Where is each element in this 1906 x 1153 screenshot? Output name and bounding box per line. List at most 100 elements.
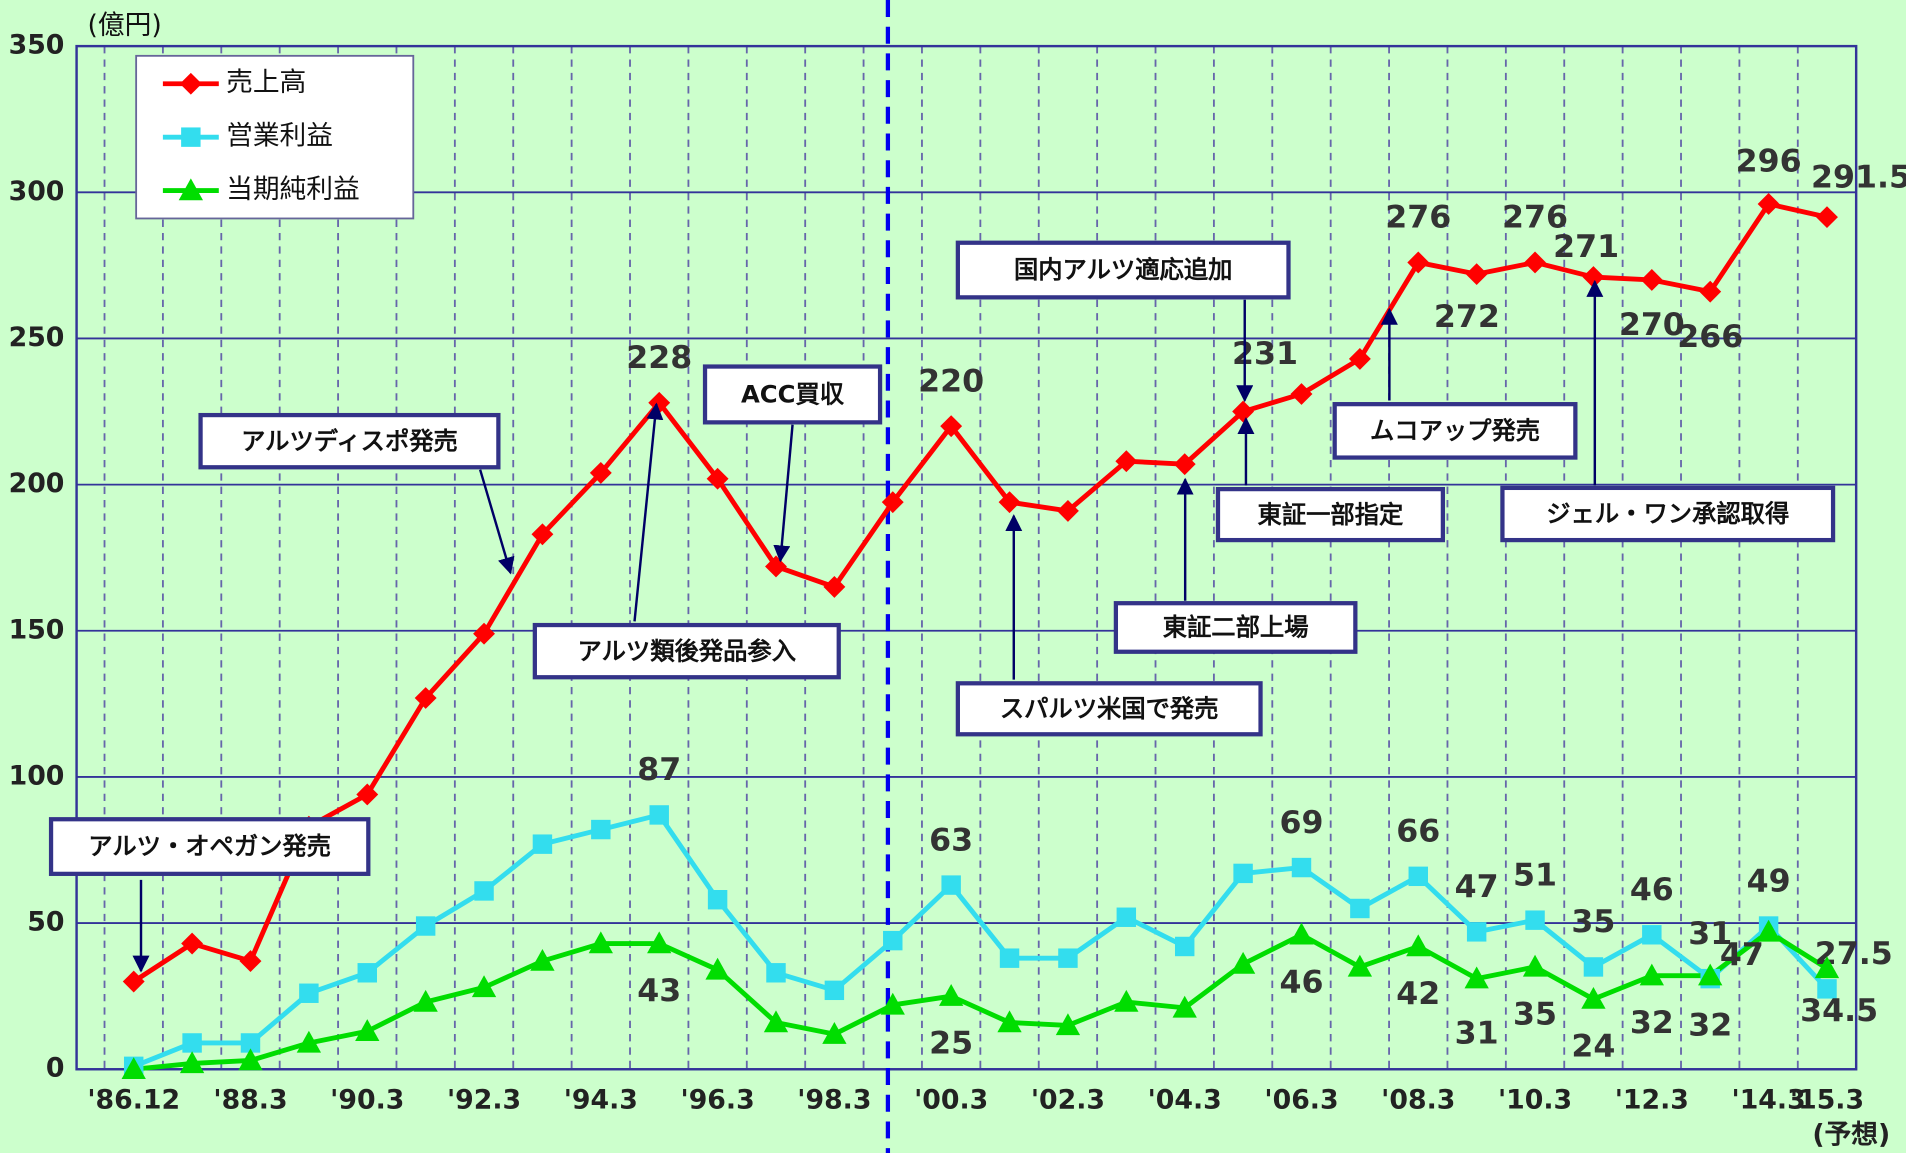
- data-label: 35: [1571, 904, 1615, 940]
- x-tick-label: '88.3: [213, 1084, 287, 1115]
- marker: [1581, 986, 1606, 1009]
- marker: [471, 975, 497, 998]
- marker: [939, 984, 964, 1006]
- marker: [1173, 453, 1196, 476]
- data-label: 42: [1396, 976, 1440, 1012]
- marker: [706, 467, 729, 490]
- series-line: [132, 812, 1829, 1069]
- annotation-box: [48, 817, 371, 876]
- marker: [413, 989, 438, 1012]
- marker: [1056, 499, 1079, 522]
- x-tick-label: '92.3: [447, 1084, 521, 1115]
- marker: [1114, 989, 1139, 1012]
- annotation-text: ジェル・ワン承認取得: [1546, 499, 1789, 528]
- marker: [1233, 863, 1253, 884]
- x-tick-label: '90.3: [330, 1084, 404, 1115]
- annotation-box: [1215, 486, 1445, 543]
- marker: [1522, 954, 1548, 977]
- data-label: 276: [1385, 200, 1451, 236]
- annotation-text: ACC買収: [741, 380, 845, 409]
- annotation-text: アルツ類後発品参入: [578, 636, 796, 665]
- marker: [1058, 948, 1078, 968]
- marker: [1466, 922, 1487, 942]
- marker: [1816, 206, 1838, 229]
- x-tick-label: '14.3: [1732, 1084, 1806, 1115]
- data-label: 46: [1279, 964, 1323, 1000]
- annotation-text: 東証二部上場: [1163, 613, 1309, 642]
- y-tick-label: 50: [27, 907, 64, 938]
- marker: [940, 415, 963, 438]
- data-label: 276: [1502, 200, 1568, 236]
- marker: [1639, 963, 1664, 986]
- marker: [763, 1010, 789, 1033]
- marker: [1817, 979, 1837, 999]
- data-label: 32: [1688, 1008, 1732, 1044]
- data-label: 47: [1720, 937, 1764, 973]
- marker: [1348, 347, 1371, 370]
- marker: [182, 1033, 202, 1053]
- marker: [299, 983, 319, 1003]
- annotation-arrow: [478, 469, 515, 575]
- data-label: 228: [626, 340, 692, 376]
- marker: [589, 461, 612, 484]
- annotation-text: 東証一部指定: [1258, 500, 1405, 529]
- data-label: 231: [1232, 336, 1298, 372]
- annotation-arrow: [633, 402, 664, 622]
- data-label: 69: [1279, 805, 1323, 841]
- marker: [530, 948, 555, 971]
- annotation-text: アルツ・オペガン発売: [88, 832, 331, 861]
- y-unit-label: (億円): [88, 10, 162, 41]
- annotation-box: [702, 364, 883, 425]
- annotation-text: 国内アルツ適応追加: [1014, 255, 1232, 284]
- x-tick-label: '15.3: [1790, 1084, 1864, 1115]
- marker: [1055, 1013, 1081, 1036]
- data-label: 87: [637, 752, 681, 788]
- y-tick-label: 250: [9, 322, 65, 353]
- marker: [1172, 995, 1197, 1018]
- marker: [1289, 922, 1314, 945]
- marker: [1347, 954, 1373, 977]
- marker: [238, 1048, 263, 1071]
- marker: [1291, 857, 1312, 878]
- data-label: 291.5: [1811, 159, 1906, 195]
- legend-label: 売上高: [226, 67, 306, 98]
- annotation-arrow: [773, 424, 794, 563]
- data-label: 270: [1619, 307, 1685, 343]
- marker: [531, 523, 554, 546]
- annotation-box: [198, 412, 501, 470]
- marker: [1174, 936, 1195, 957]
- annotation-box: [955, 681, 1263, 737]
- y-tick-label: 100: [9, 760, 65, 791]
- data-label: 43: [637, 973, 681, 1009]
- marker: [883, 930, 903, 951]
- marker: [1757, 193, 1780, 215]
- y-tick-label: 150: [9, 614, 65, 645]
- x-tick-label: '86.12: [87, 1084, 180, 1115]
- legend-marker: [178, 178, 203, 201]
- data-label: 32: [1630, 1005, 1674, 1041]
- annotation-text: ムコアップ発売: [1370, 416, 1540, 445]
- marker: [1350, 898, 1370, 919]
- marker: [414, 687, 437, 709]
- x-tick-label: '94.3: [564, 1084, 638, 1115]
- marker: [473, 622, 495, 645]
- data-label: 47: [1455, 869, 1499, 905]
- x-tick-label: '00.3: [914, 1084, 988, 1115]
- marker: [356, 783, 379, 806]
- marker: [824, 980, 845, 1001]
- data-label: 220: [918, 363, 984, 399]
- marker: [181, 932, 204, 955]
- data-label: 266: [1677, 319, 1743, 355]
- marker: [822, 1022, 847, 1044]
- marker: [881, 491, 904, 514]
- marker: [1640, 269, 1663, 291]
- marker: [649, 805, 669, 825]
- marker: [240, 1033, 261, 1053]
- x-tick-label: '02.3: [1031, 1084, 1105, 1115]
- marker: [1464, 966, 1489, 989]
- marker: [1408, 866, 1428, 887]
- marker: [296, 1030, 322, 1053]
- marker: [1115, 450, 1138, 473]
- marker: [1525, 910, 1545, 930]
